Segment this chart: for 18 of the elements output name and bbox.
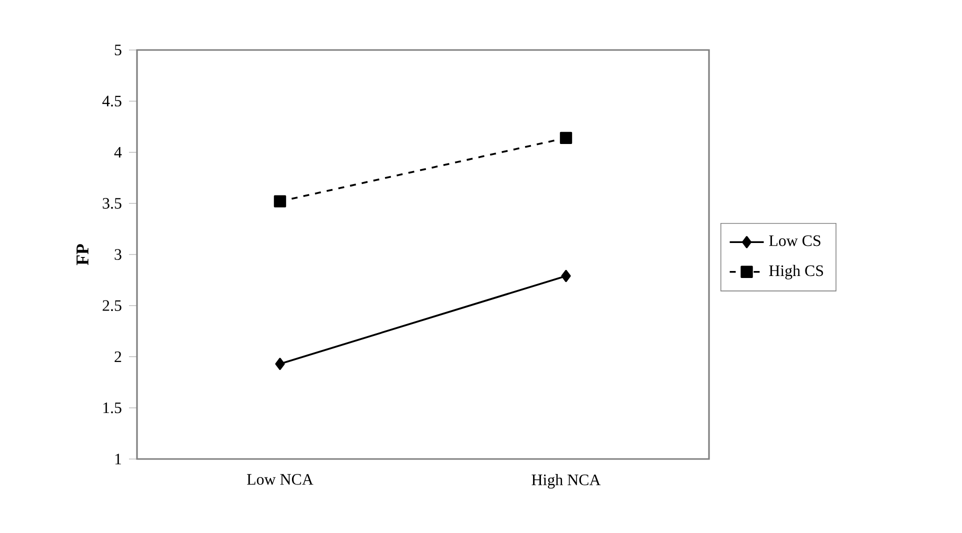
y-axis-title: FP [76, 244, 88, 266]
y-tick-label: 1 [115, 454, 121, 464]
legend-label: Low CS [769, 235, 820, 246]
x-tick-label: High NCA [532, 474, 601, 489]
y-tick-label: 2.5 [102, 300, 122, 312]
point [275, 358, 285, 370]
y-tick-label: 1.5 [103, 402, 122, 414]
y-tick-label: 3 [114, 249, 122, 260]
y-tick-label: 5 [114, 44, 122, 56]
point [560, 132, 572, 144]
y-tick-label: 2 [114, 351, 122, 362]
y-tick-label: 4 [114, 147, 122, 158]
x-tick-label: Low NCA [247, 474, 314, 485]
point [561, 270, 571, 282]
y-tick-label: 3.5 [102, 198, 122, 209]
y-tick-label: 4.5 [102, 96, 122, 106]
point [274, 195, 286, 208]
legend-label: High CS [769, 264, 824, 280]
